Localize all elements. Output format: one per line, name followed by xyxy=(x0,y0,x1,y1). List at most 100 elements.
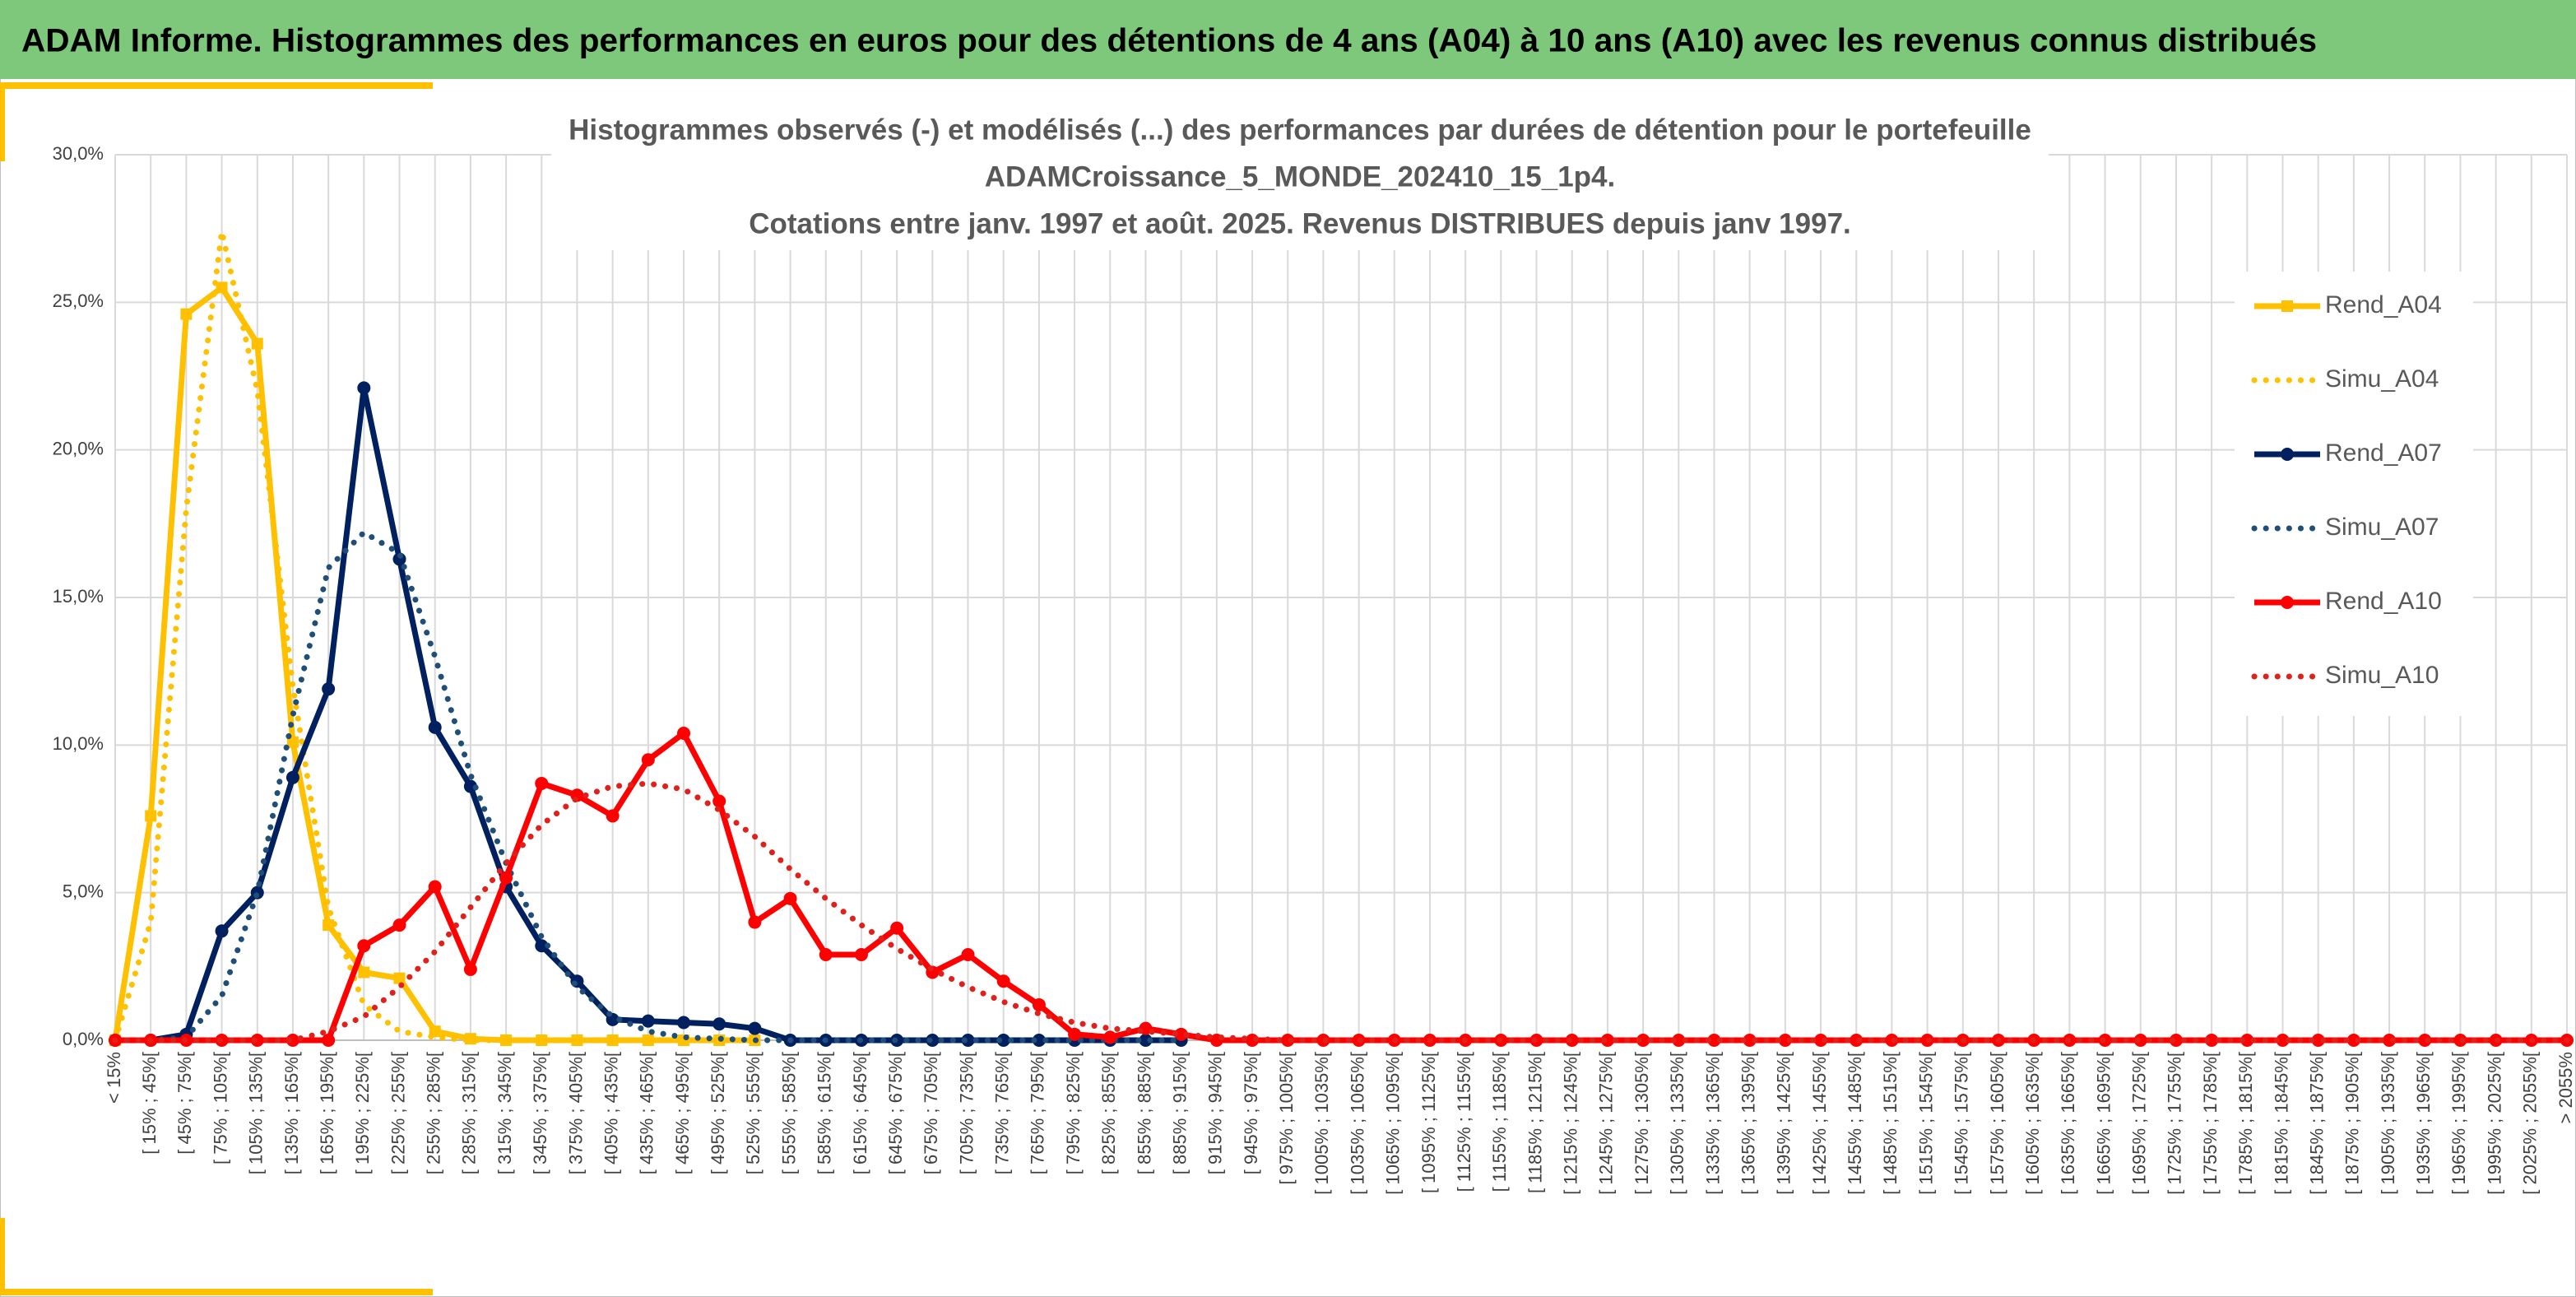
legend-marker xyxy=(2281,596,2294,609)
point xyxy=(357,939,371,953)
point xyxy=(145,810,157,822)
x-tick-label: [ 435% ; 465%[ xyxy=(637,1052,657,1174)
point xyxy=(1032,997,1046,1011)
point xyxy=(1139,1034,1153,1047)
x-tick-label: [ 1035% ; 1065%[ xyxy=(1347,1052,1367,1195)
x-tick-label: [ 345% ; 375%[ xyxy=(530,1052,550,1174)
point xyxy=(215,924,229,938)
point xyxy=(428,720,442,734)
x-tick-label: [ 1245% ; 1275%[ xyxy=(1596,1052,1617,1195)
x-tick-label: [ 45% ; 75%[ xyxy=(174,1052,195,1155)
x-tick-label: [ 1965% ; 1995%[ xyxy=(2448,1052,2469,1195)
x-tick-label: [ 1395% ; 1425%[ xyxy=(1774,1052,1794,1195)
point xyxy=(463,962,477,976)
point xyxy=(393,972,406,984)
point xyxy=(323,919,335,932)
point xyxy=(748,1021,762,1035)
point xyxy=(285,1034,299,1047)
x-tick-label: [ 1305% ; 1335%[ xyxy=(1667,1052,1687,1195)
x-tick-label: [ 1995% ; 2025%[ xyxy=(2484,1052,2504,1195)
point xyxy=(536,1034,548,1046)
x-tick-label: [ 1545% ; 1575%[ xyxy=(1952,1052,1972,1195)
legend-label: Rend_A07 xyxy=(2325,439,2442,467)
x-tick-label: [ 1815% ; 1845%[ xyxy=(2271,1052,2291,1195)
point xyxy=(2311,1034,2325,1047)
point xyxy=(748,915,762,929)
header-title: ADAM Informe. Histogrammes des performan… xyxy=(21,23,2317,59)
x-tick-label: [ 405% ; 435%[ xyxy=(601,1052,621,1174)
legend-bg xyxy=(2235,272,2473,716)
x-tick-label: [ 615% ; 645%[ xyxy=(850,1052,870,1174)
point xyxy=(712,794,726,808)
point xyxy=(322,1034,336,1047)
point xyxy=(677,726,691,740)
x-tick-label: [ 1425% ; 1455%[ xyxy=(1809,1052,1830,1195)
x-tick-label: [ 1005% ; 1035%[ xyxy=(1311,1052,1332,1195)
point xyxy=(961,947,975,961)
point xyxy=(819,947,833,961)
point xyxy=(286,736,299,748)
x-tick-label: [ 1695% ; 1725%[ xyxy=(2129,1052,2150,1195)
point xyxy=(996,974,1010,988)
x-tick-label: [ 1635% ; 1665%[ xyxy=(2058,1052,2078,1195)
chart-title: Histogrammes observés (-) et modélisés (… xyxy=(569,114,2031,146)
point xyxy=(2169,1034,2183,1047)
x-tick-label: [ 1755% ; 1785%[ xyxy=(2200,1052,2221,1195)
point xyxy=(285,770,299,784)
y-tick-label: 10,0% xyxy=(53,733,104,754)
point xyxy=(428,880,442,894)
x-tick-label: [ 285% ; 315%[ xyxy=(459,1052,480,1174)
point xyxy=(251,337,263,350)
x-tick-label: < 15% xyxy=(104,1052,124,1104)
x-tick-label: [ 135% ; 165%[ xyxy=(281,1052,302,1174)
point xyxy=(2383,1034,2397,1047)
x-tick-label: [ 1185% ; 1215%[ xyxy=(1525,1052,1545,1193)
y-tick-label: 0,0% xyxy=(63,1029,104,1049)
x-tick-label: [ 375% ; 405%[ xyxy=(565,1052,586,1174)
x-tick-label: [ 945% ; 975%[ xyxy=(1241,1052,1261,1174)
x-tick-label: [ 645% ; 675%[ xyxy=(885,1052,906,1174)
x-tick-label: [ 675% ; 705%[ xyxy=(921,1052,941,1174)
x-tick-label: [ 1365% ; 1395%[ xyxy=(1738,1052,1758,1195)
x-tick-label: [ 1215% ; 1245%[ xyxy=(1561,1052,1581,1195)
x-tick-label: [ 465% ; 495%[ xyxy=(672,1052,693,1174)
point xyxy=(677,1016,691,1030)
x-tick-label: [ 255% ; 285%[ xyxy=(424,1052,444,1174)
x-tick-label: [ 2025% ; 2055%[ xyxy=(2520,1052,2541,1195)
point xyxy=(322,682,336,696)
point xyxy=(1707,1034,1721,1047)
point xyxy=(1103,1030,1117,1044)
x-tick-label: [ 555% ; 585%[ xyxy=(778,1052,799,1174)
x-tick-label: [ 165% ; 195%[ xyxy=(317,1052,337,1174)
x-tick-label: [ 495% ; 525%[ xyxy=(708,1052,728,1174)
point xyxy=(1068,1027,1082,1041)
y-tick-label: 20,0% xyxy=(53,438,104,458)
legend-label: Simu_A04 xyxy=(2325,365,2439,393)
point xyxy=(535,776,549,790)
point xyxy=(500,1034,513,1046)
y-tick-label: 15,0% xyxy=(53,586,104,607)
point xyxy=(1743,1034,1757,1047)
y-tick-label: 5,0% xyxy=(63,881,104,901)
x-tick-label: [ 1515% ; 1545%[ xyxy=(1915,1052,1936,1195)
point xyxy=(2346,1034,2360,1047)
point xyxy=(783,891,797,905)
point xyxy=(358,966,370,979)
point xyxy=(1778,1034,1792,1047)
x-tick-label: [ 825% ; 855%[ xyxy=(1098,1052,1119,1174)
corner-deco xyxy=(0,1218,433,1295)
legend-label: Rend_A10 xyxy=(2325,588,2442,615)
point xyxy=(463,779,477,793)
y-tick-label: 30,0% xyxy=(53,143,104,164)
x-tick-label: [ 975% ; 1005%[ xyxy=(1276,1052,1297,1184)
x-tick-label: [ 15% ; 45%[ xyxy=(139,1052,160,1155)
point xyxy=(641,753,655,767)
x-tick-label: [ 1875% ; 1905%[ xyxy=(2342,1052,2363,1195)
x-tick-label: [ 1785% ; 1815%[ xyxy=(2235,1052,2256,1195)
header-band xyxy=(0,0,2576,79)
x-tick-label: [ 105% ; 135%[ xyxy=(246,1052,267,1174)
point xyxy=(180,308,193,320)
x-tick-label: [ 1845% ; 1875%[ xyxy=(2306,1052,2327,1195)
x-tick-label: [ 855% ; 885%[ xyxy=(1134,1052,1154,1174)
